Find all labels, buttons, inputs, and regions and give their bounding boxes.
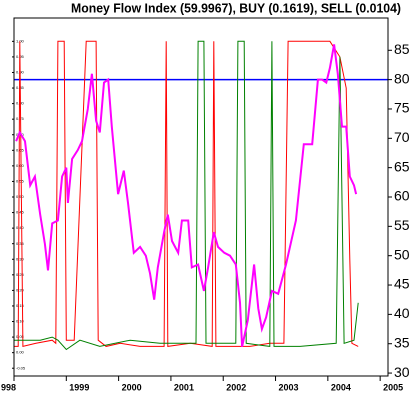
y2-tick-label: 70 (394, 129, 410, 145)
series-line (14, 40, 359, 348)
chart-title: Money Flow Index (59.9967), BUY (0.1619)… (71, 0, 401, 15)
x-tick-label: 1999 (69, 382, 89, 392)
y2-tick-label: 45 (394, 276, 410, 292)
y2-tick-label: 75 (394, 100, 410, 116)
y2-tick-label: 65 (394, 158, 410, 174)
y-tick-label: -0.05 (16, 365, 26, 370)
x-tick-label: 2001 (174, 382, 194, 392)
y2-tick-label: 60 (394, 188, 410, 204)
x-tick-label: 998 (1, 382, 16, 392)
y2-tick-label: 50 (394, 246, 410, 262)
y2-tick-label: 85 (394, 41, 410, 57)
y-tick-label: 1.00 (16, 38, 25, 43)
x-tick-label: 2005 (383, 382, 403, 392)
y-tick-label: 0.45 (16, 210, 25, 215)
series-line (14, 40, 359, 351)
y-tick-label: 0.65 (16, 147, 25, 152)
y-tick-label: 0.25 (16, 272, 25, 277)
y-tick-label: 0.10 (16, 319, 25, 324)
y-tick-label: 0.55 (16, 178, 25, 183)
y-tick-label: 0.00 (16, 350, 25, 355)
y2-tick-label: 35 (394, 334, 410, 350)
y2-tick-label: 30 (394, 364, 410, 380)
plot-frame (13, 17, 389, 377)
y2-tick-label: 55 (394, 217, 410, 233)
x-tick-label: 2003 (279, 382, 299, 392)
y-tick-label: 0.15 (16, 303, 25, 308)
y2-tick-label: 40 (394, 305, 410, 321)
x-tick-label: 2002 (226, 382, 246, 392)
series-line (15, 44, 358, 347)
y-tick-label: 0.05 (16, 334, 25, 339)
y-tick-label: 0.60 (16, 163, 25, 168)
y-tick-label: 0.20 (16, 287, 25, 292)
y-tick-label: 0.30 (16, 256, 25, 261)
y2-tick-label: 80 (394, 70, 410, 86)
x-tick-label: 2000 (122, 382, 142, 392)
y-tick-label: 0.35 (16, 241, 25, 246)
y-tick-label: 0.50 (16, 194, 25, 199)
x-tick-label: 2004 (331, 382, 351, 392)
y-tick-label: 0.40 (16, 225, 25, 230)
